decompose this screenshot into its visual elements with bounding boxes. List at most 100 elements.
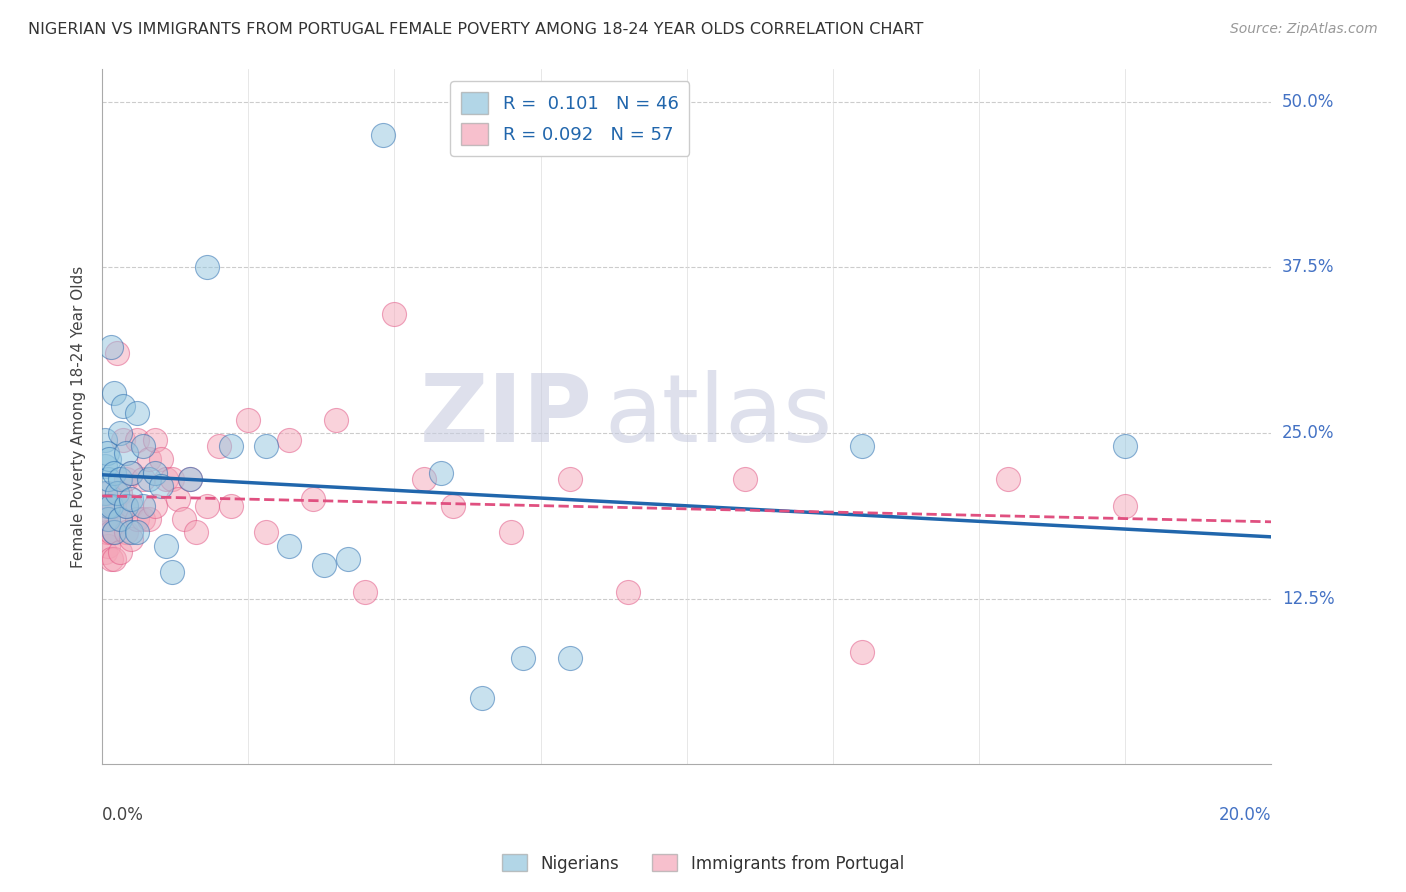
Point — [430, 466, 453, 480]
Point — [114, 446, 136, 460]
Text: atlas: atlas — [605, 370, 832, 462]
Point — [100, 552, 122, 566]
Point — [103, 466, 125, 480]
Point — [108, 425, 131, 440]
Point — [108, 472, 131, 486]
Legend: R =  0.101   N = 46, R = 0.092   N = 57: R = 0.101 N = 46, R = 0.092 N = 57 — [450, 81, 689, 156]
Point — [97, 512, 120, 526]
Text: 12.5%: 12.5% — [1282, 590, 1334, 607]
Point — [103, 386, 125, 401]
Point — [162, 472, 184, 486]
Point — [97, 512, 120, 526]
Point — [132, 499, 155, 513]
Point — [558, 651, 581, 665]
Point — [851, 645, 873, 659]
Text: NIGERIAN VS IMMIGRANTS FROM PORTUGAL FEMALE POVERTY AMONG 18-24 YEAR OLDS CORREL: NIGERIAN VS IMMIGRANTS FROM PORTUGAL FEM… — [28, 22, 924, 37]
Text: Source: ZipAtlas.com: Source: ZipAtlas.com — [1230, 22, 1378, 37]
Y-axis label: Female Poverty Among 18-24 Year Olds: Female Poverty Among 18-24 Year Olds — [72, 265, 86, 567]
Point — [219, 499, 242, 513]
Point — [1114, 439, 1136, 453]
Point — [501, 525, 523, 540]
Point — [997, 472, 1019, 486]
Text: 20.0%: 20.0% — [1219, 806, 1271, 824]
Point — [132, 439, 155, 453]
Point — [120, 525, 142, 540]
Point — [371, 128, 394, 142]
Point — [173, 512, 195, 526]
Point — [1114, 499, 1136, 513]
Point — [138, 512, 160, 526]
Point — [100, 340, 122, 354]
Point — [238, 413, 260, 427]
Point — [138, 472, 160, 486]
Point — [179, 472, 201, 486]
Point — [103, 552, 125, 566]
Point — [167, 492, 190, 507]
Text: 37.5%: 37.5% — [1282, 259, 1334, 277]
Point — [96, 525, 118, 540]
Point — [103, 525, 125, 540]
Point — [254, 525, 277, 540]
Point — [184, 525, 207, 540]
Point — [132, 512, 155, 526]
Point — [114, 499, 136, 513]
Point — [127, 406, 149, 420]
Point — [94, 459, 117, 474]
Point — [138, 452, 160, 467]
Point — [127, 433, 149, 447]
Legend: Nigerians, Immigrants from Portugal: Nigerians, Immigrants from Portugal — [495, 847, 911, 880]
Point — [301, 492, 323, 507]
Point — [617, 585, 640, 599]
Point — [384, 307, 406, 321]
Point — [120, 499, 142, 513]
Point — [103, 525, 125, 540]
Point — [127, 512, 149, 526]
Point — [512, 651, 534, 665]
Point — [127, 525, 149, 540]
Point — [98, 499, 121, 513]
Point — [94, 433, 117, 447]
Point — [108, 485, 131, 500]
Point — [97, 472, 120, 486]
Point — [143, 499, 166, 513]
Point — [412, 472, 434, 486]
Point — [143, 433, 166, 447]
Point — [120, 532, 142, 546]
Point — [103, 499, 125, 513]
Point — [471, 691, 494, 706]
Point — [120, 466, 142, 480]
Point — [97, 499, 120, 513]
Point — [100, 525, 122, 540]
Point — [254, 439, 277, 453]
Point — [354, 585, 377, 599]
Point — [851, 439, 873, 453]
Point — [149, 479, 172, 493]
Point — [120, 492, 142, 507]
Point — [219, 439, 242, 453]
Point — [278, 539, 301, 553]
Point — [149, 452, 172, 467]
Point — [94, 545, 117, 559]
Point — [558, 472, 581, 486]
Point — [325, 413, 347, 427]
Point — [100, 499, 122, 513]
Point — [197, 260, 219, 275]
Point — [162, 565, 184, 579]
Point — [108, 512, 131, 526]
Point — [132, 472, 155, 486]
Point — [108, 545, 131, 559]
Point — [314, 558, 336, 573]
Point — [114, 525, 136, 540]
Point — [197, 499, 219, 513]
Text: 0.0%: 0.0% — [103, 806, 143, 824]
Point — [441, 499, 464, 513]
Point — [120, 466, 142, 480]
Point — [105, 346, 128, 360]
Point — [96, 446, 118, 460]
Text: 50.0%: 50.0% — [1282, 93, 1334, 111]
Point — [336, 552, 359, 566]
Text: ZIP: ZIP — [420, 370, 593, 462]
Point — [97, 539, 120, 553]
Point — [114, 499, 136, 513]
Point — [155, 539, 177, 553]
